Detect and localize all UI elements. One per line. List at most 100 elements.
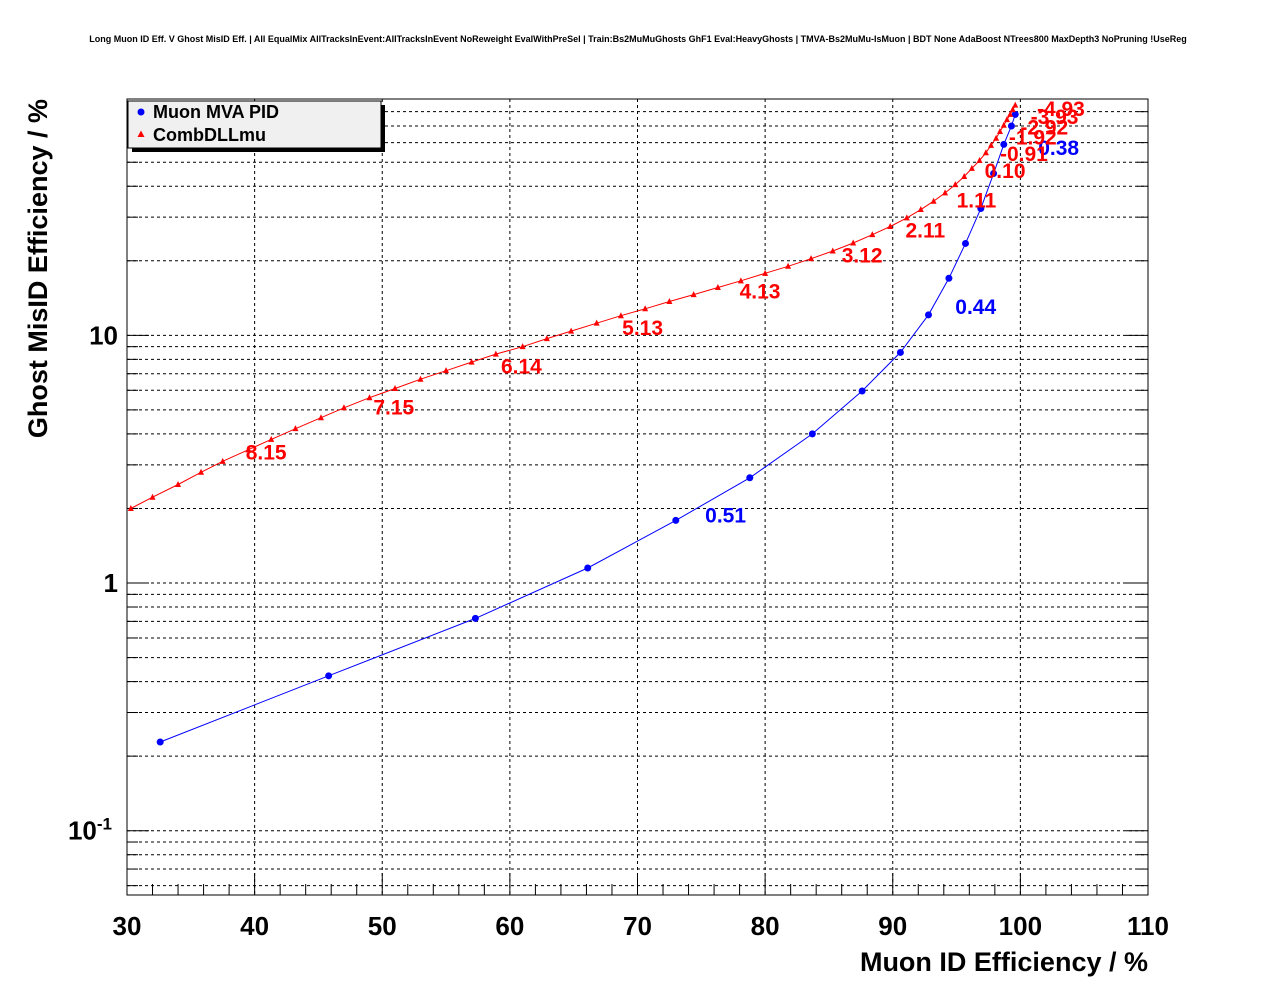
data-point-combdllmu <box>593 319 600 326</box>
data-point-muon-mva-pid <box>672 516 680 524</box>
data-point-combdllmu <box>887 223 894 230</box>
data-label-combdllmu: -3.93 <box>1031 106 1079 129</box>
data-point-muon-mva-pid <box>156 738 164 746</box>
x-tick-label: 60 <box>495 911 524 941</box>
axis-ticks <box>126 98 1149 895</box>
data-point-combdllmu <box>917 206 924 213</box>
legend-marker-muon-mva-pid <box>137 108 145 116</box>
data-point-muon-mva-pid <box>746 474 754 482</box>
data-point-muon-mva-pid <box>945 274 953 282</box>
data-point-combdllmu <box>808 255 815 262</box>
data-point-muon-mva-pid <box>896 348 904 356</box>
data-point-combdllmu <box>366 394 373 401</box>
data-point-muon-mva-pid <box>325 672 333 680</box>
data-point-combdllmu <box>785 262 792 269</box>
data-point-combdllmu <box>1003 116 1010 123</box>
data-label-combdllmu: 4.13 <box>740 281 781 304</box>
data-point-combdllmu <box>968 164 975 171</box>
legend-box <box>127 100 382 149</box>
data-label-muon-mva-pid: 0.38 <box>1038 137 1079 160</box>
data-point-combdllmu <box>543 335 550 342</box>
data-point-muon-mva-pid <box>1011 110 1019 118</box>
data-point-combdllmu <box>976 157 983 164</box>
data-point-muon-mva-pid <box>471 614 479 622</box>
data-point-combdllmu <box>1009 106 1016 113</box>
data-point-combdllmu <box>568 327 575 334</box>
x-tick-label: 110 <box>1127 911 1169 941</box>
y-tick-label: 10 <box>89 320 118 350</box>
y-tick-label: 1 <box>104 568 118 598</box>
data-point-combdllmu <box>1000 121 1007 128</box>
data-label-combdllmu: -2.92 <box>1020 117 1068 140</box>
data-point-combdllmu <box>930 197 937 204</box>
x-tick-label: 80 <box>751 911 780 941</box>
data-point-combdllmu <box>714 284 721 291</box>
y-axis-title: Ghost MisID Efficiency / % <box>23 99 53 438</box>
data-point-combdllmu <box>996 128 1003 135</box>
x-tick-label: 40 <box>240 911 269 941</box>
data-point-muon-mva-pid <box>961 239 969 247</box>
data-label-combdllmu: 6.14 <box>501 355 542 378</box>
data-label-combdllmu: -4.93 <box>1037 98 1085 121</box>
x-tick-label: 50 <box>368 911 397 941</box>
grid <box>127 98 1148 895</box>
data-point-combdllmu <box>443 367 450 374</box>
data-point-combdllmu <box>952 181 959 188</box>
data-point-combdllmu <box>492 350 499 357</box>
x-tick-label: 70 <box>623 911 652 941</box>
x-tick-label: 30 <box>113 911 142 941</box>
series-line-muon-mva-pid <box>160 114 1016 743</box>
data-point-muon-mva-pid <box>1000 140 1008 148</box>
series-layer <box>127 101 1019 746</box>
legend-marker-combdllmu <box>137 130 145 137</box>
y-axis-tick-labels: 10-1 1 10 <box>68 320 118 845</box>
data-point-combdllmu <box>829 247 836 254</box>
data-point-combdllmu <box>850 239 857 246</box>
data-point-combdllmu <box>245 446 252 453</box>
data-point-combdllmu <box>340 404 347 411</box>
data-point-combdllmu <box>268 435 275 442</box>
data-label-combdllmu: 3.12 <box>842 245 883 268</box>
data-point-muon-mva-pid <box>808 430 816 438</box>
data-label-combdllmu: -1.92 <box>1009 126 1057 149</box>
data-label-combdllmu: 2.11 <box>906 220 946 243</box>
data-point-muon-mva-pid <box>924 311 932 319</box>
data-point-combdllmu <box>737 277 744 284</box>
data-point-combdllmu <box>762 269 769 276</box>
data-point-muon-mva-pid <box>858 387 866 395</box>
data-point-combdllmu <box>392 385 399 392</box>
data-label-muon-mva-pid: 0.51 <box>705 505 746 528</box>
data-point-combdllmu <box>666 297 673 304</box>
data-point-combdllmu <box>417 375 424 382</box>
data-point-combdllmu <box>642 305 649 312</box>
data-point-combdllmu <box>198 468 205 475</box>
data-label-combdllmu: 1.11 <box>957 190 997 213</box>
x-tick-label: 100 <box>999 911 1042 941</box>
data-point-combdllmu <box>903 214 910 221</box>
data-point-combdllmu <box>1007 110 1014 117</box>
data-label-muon-mva-pid: 0.44 <box>955 296 996 319</box>
data-label-combdllmu: 8.15 <box>246 441 287 464</box>
data-point-combdllmu <box>468 358 475 365</box>
data-point-combdllmu <box>1012 101 1019 108</box>
data-point-combdllmu <box>617 312 624 319</box>
x-axis-tick-labels: 30 40 50 60 70 80 90 100 110 <box>113 911 1169 941</box>
legend: Muon MVA PID CombDLLmu <box>127 100 385 152</box>
y-tick-label: 10-1 <box>68 815 112 846</box>
data-point-combdllmu <box>219 457 226 464</box>
data-point-combdllmu <box>175 480 182 487</box>
data-point-combdllmu <box>149 493 156 500</box>
data-point-muon-mva-pid <box>1007 122 1015 130</box>
data-point-combdllmu <box>127 504 134 511</box>
data-point-muon-mva-pid <box>584 564 592 572</box>
chart-title: Long Muon ID Eff. V Ghost MisID Eff. | A… <box>89 34 1186 44</box>
data-point-muon-mva-pid <box>977 205 985 213</box>
data-labels: 0.51 0.44 0.38 8.15 7.15 6.14 5.13 4.13 3.12 2.11… <box>246 98 1085 528</box>
data-point-combdllmu <box>690 291 697 298</box>
data-label-combdllmu: 0.10 <box>985 160 1026 183</box>
data-label-combdllmu: -0.91 <box>1000 143 1048 166</box>
data-point-muon-mva-pid <box>990 170 998 178</box>
legend-label-muon-mva-pid: Muon MVA PID <box>153 102 279 122</box>
legend-label-combdllmu: CombDLLmu <box>153 125 266 145</box>
